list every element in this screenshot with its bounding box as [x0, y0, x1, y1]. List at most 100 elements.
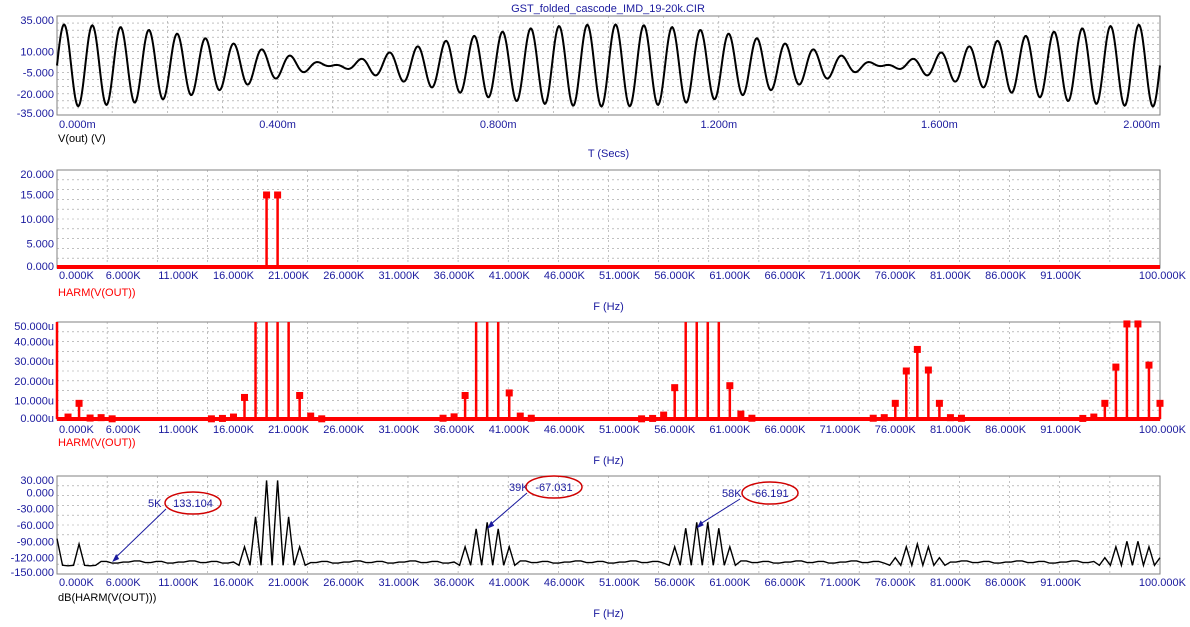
- harmonic-marker: [439, 414, 447, 422]
- harmonic-marker: [1079, 414, 1087, 422]
- trace-label: dB(HARM(V(OUT))): [58, 592, 156, 604]
- harmonic-marker: [1101, 399, 1109, 407]
- x-tick-label: 46.000K: [544, 577, 586, 589]
- x-tick-label: 26.000K: [323, 270, 365, 282]
- harmonic-marker: [1134, 320, 1142, 328]
- marker-annotation: 58K -66.191: [696, 481, 799, 529]
- x-tick-label: 61.000K: [709, 424, 751, 436]
- series-line: [56, 23, 1161, 108]
- x-tick-label: 81.000K: [930, 270, 972, 282]
- y-tick-label: -20.000: [17, 89, 54, 101]
- harmonic-marker: [1123, 320, 1131, 328]
- annotation-arrow: [696, 520, 704, 529]
- annotation-oval: [164, 491, 222, 515]
- plot-panel-2: 20.000 15.000 10.000 5.000 0.000 0.000K 6.000K…: [20, 169, 1186, 313]
- x-tick-label: 86.000K: [985, 577, 1027, 589]
- harmonic-marker: [748, 414, 756, 422]
- x-tick-label: 26.000K: [323, 577, 365, 589]
- harmonic-marker: [1090, 413, 1098, 421]
- x-tick-label: 61.000K: [709, 270, 751, 282]
- x-axis-title: F (Hz): [593, 301, 624, 313]
- y-tick-label: 0.000: [26, 261, 54, 273]
- annotation-x-label: 58K: [722, 488, 742, 500]
- x-tick-label: 21.000K: [268, 270, 310, 282]
- y-tick-label: 40.000u: [14, 337, 54, 349]
- harmonic-marker: [527, 414, 535, 422]
- x-tick-label: 0.000K: [59, 270, 95, 282]
- annotation-x-label: 5K: [148, 498, 162, 510]
- x-tick-label: 6.000K: [106, 424, 142, 436]
- x-tick-label: 11.000K: [158, 270, 199, 282]
- harmonic-marker: [307, 412, 315, 420]
- harmonic-marker: [671, 384, 679, 392]
- plot-panel-3: 50.000u 40.000u 30.000u 20.000u 10.000u 0.000…: [14, 320, 1187, 467]
- harmonic-marker: [660, 411, 668, 419]
- x-tick-label: 86.000K: [985, 424, 1027, 436]
- harmonic-marker: [638, 415, 646, 423]
- x-tick-label: 76.000K: [875, 424, 917, 436]
- y-tick-label: 10.000: [20, 46, 54, 58]
- harmonic-marker: [516, 412, 524, 420]
- y-tick-label: -60.000: [17, 520, 54, 532]
- annotation-value: 133.104: [173, 498, 213, 510]
- x-tick-label: 6.000K: [106, 577, 142, 589]
- y-tick-label: 20.000: [20, 169, 54, 181]
- annotation-oval: [741, 481, 799, 505]
- x-tick-label: 21.000K: [268, 424, 310, 436]
- annotation-value: -67.031: [535, 482, 572, 494]
- harmonic-marker: [1156, 399, 1164, 407]
- x-tick-label: 36.000K: [434, 424, 476, 436]
- annotation-oval: [525, 475, 583, 499]
- x-tick-label: 56.000K: [654, 424, 696, 436]
- x-tick-label: 61.000K: [709, 577, 751, 589]
- harmonic-marker: [649, 414, 657, 422]
- x-tick-label: 26.000K: [323, 424, 365, 436]
- harmonic-marker: [946, 414, 954, 422]
- annotation-leader: [114, 508, 167, 559]
- x-tick-label: 2.000m: [1123, 119, 1160, 131]
- harmonic-marker: [726, 382, 734, 390]
- x-tick-label: 36.000K: [434, 270, 476, 282]
- marker-annotation: 39K -67.031: [487, 475, 583, 529]
- plot-panels: 35.000 10.000 -5.000 -20.000 -35.000 0.000m 0.…: [11, 15, 1187, 620]
- harmonic-marker: [86, 414, 94, 422]
- x-tick-label: 86.000K: [985, 270, 1027, 282]
- x-tick-label: 91.000K: [1040, 577, 1082, 589]
- x-axis-title: F (Hz): [593, 608, 624, 620]
- harmonic-marker: [296, 392, 304, 399]
- harmonic-marker: [902, 367, 910, 375]
- x-tick-label: 66.000K: [764, 577, 806, 589]
- annotation-leader: [489, 492, 528, 526]
- harmonic-marker: [218, 414, 226, 422]
- x-tick-label: 51.000K: [599, 577, 641, 589]
- y-tick-label: -30.000: [17, 504, 54, 516]
- x-tick-label: 16.000K: [213, 577, 255, 589]
- x-tick-label: 100.000K: [1139, 424, 1187, 436]
- x-tick-label: 0.000m: [59, 119, 96, 131]
- x-tick-label: 51.000K: [599, 424, 641, 436]
- x-tick-label: 66.000K: [764, 270, 806, 282]
- y-tick-label: 5.000: [26, 239, 54, 251]
- harmonic-marker: [274, 191, 282, 199]
- harmonic-marker: [957, 414, 965, 422]
- y-tick-label: 10.000: [20, 214, 54, 226]
- y-tick-label: -120.000: [11, 553, 54, 565]
- y-tick-label: 30.000u: [14, 356, 54, 368]
- x-tick-label: 71.000K: [820, 270, 862, 282]
- x-tick-label: 100.000K: [1139, 577, 1187, 589]
- harmonic-marker: [924, 366, 932, 374]
- harmonic-marker: [97, 414, 105, 422]
- y-tick-label: 35.000: [20, 15, 54, 27]
- annotation-leader: [699, 498, 741, 525]
- y-tick-label: -5.000: [23, 68, 54, 80]
- y-tick-label: 10.000u: [14, 395, 54, 407]
- x-tick-label: 76.000K: [875, 577, 917, 589]
- x-tick-label: 0.000K: [59, 577, 95, 589]
- y-tick-label: 0.000: [26, 487, 54, 499]
- x-tick-label: 51.000K: [599, 270, 641, 282]
- annotation-value: -66.191: [751, 488, 788, 500]
- annotation-arrow: [487, 520, 495, 529]
- x-tick-label: 21.000K: [268, 577, 310, 589]
- x-tick-label: 41.000K: [489, 577, 531, 589]
- x-tick-label: 1.600m: [921, 119, 958, 131]
